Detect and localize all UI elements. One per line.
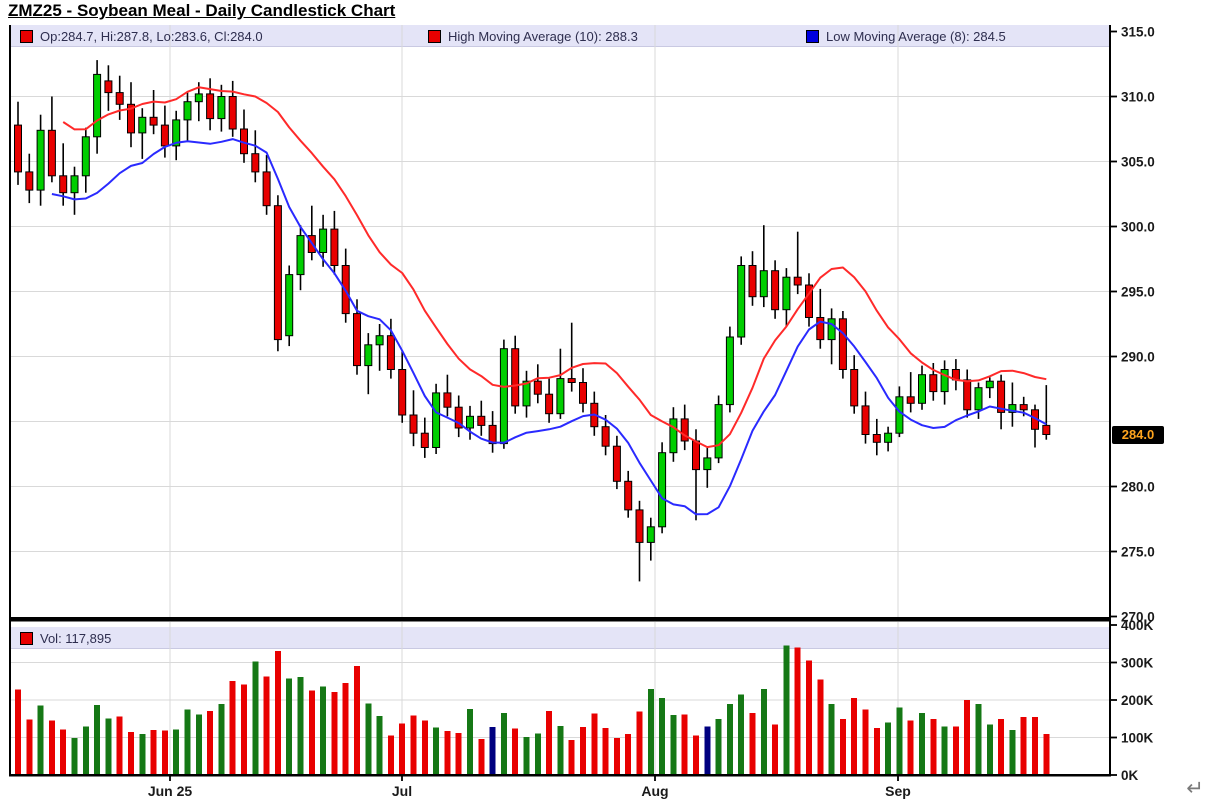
svg-text:Aug: Aug: [641, 783, 668, 799]
ohlc-legend-swatch-icon: [20, 29, 33, 43]
svg-text:100K: 100K: [1121, 731, 1154, 746]
svg-text:315.0: 315.0: [1121, 25, 1155, 40]
svg-text:Sep: Sep: [885, 783, 911, 799]
high-ma-legend-swatch-icon: [428, 29, 441, 43]
svg-text:295.0: 295.0: [1121, 285, 1155, 300]
legend-low-ma: Low Moving Average (8): 284.5: [806, 26, 1006, 46]
svg-text:300K: 300K: [1121, 656, 1154, 671]
legend-ohlc: Op:284.7, Hi:287.8, Lo:283.6, Cl:284.0: [20, 26, 263, 46]
svg-text:280.0: 280.0: [1121, 480, 1155, 495]
svg-text:300.0: 300.0: [1121, 220, 1155, 235]
svg-text:275.0: 275.0: [1121, 545, 1155, 560]
low-ma-legend-label: Low Moving Average (8): 284.5: [826, 28, 1006, 44]
svg-text:290.0: 290.0: [1121, 350, 1155, 365]
volume-legend-label: Vol: 117,895: [40, 630, 112, 646]
svg-text:Jun 25: Jun 25: [148, 783, 193, 799]
volume-legend-swatch-icon: [20, 631, 33, 645]
svg-text:305.0: 305.0: [1121, 155, 1155, 170]
legend-volume: Vol: 117,895: [20, 628, 111, 648]
last-price-tag: 284.0: [1112, 426, 1164, 444]
svg-text:270.0: 270.0: [1121, 610, 1155, 625]
svg-text:0K: 0K: [1121, 768, 1139, 783]
high-ma-legend-label: High Moving Average (10): 288.3: [448, 28, 638, 44]
page-title: ZMZ25 - Soybean Meal - Daily Candlestick…: [8, 1, 396, 20]
svg-text:310.0: 310.0: [1121, 90, 1155, 105]
ohlc-legend-label: Op:284.7, Hi:287.8, Lo:283.6, Cl:284.0: [40, 28, 263, 44]
svg-text:Jul: Jul: [392, 783, 412, 799]
return-arrow-icon: ↵: [1186, 777, 1204, 800]
legend-high-ma: High Moving Average (10): 288.3: [428, 26, 638, 46]
svg-text:400K: 400K: [1121, 618, 1154, 633]
svg-text:200K: 200K: [1121, 693, 1154, 708]
low-ma-legend-swatch-icon: [806, 29, 819, 43]
